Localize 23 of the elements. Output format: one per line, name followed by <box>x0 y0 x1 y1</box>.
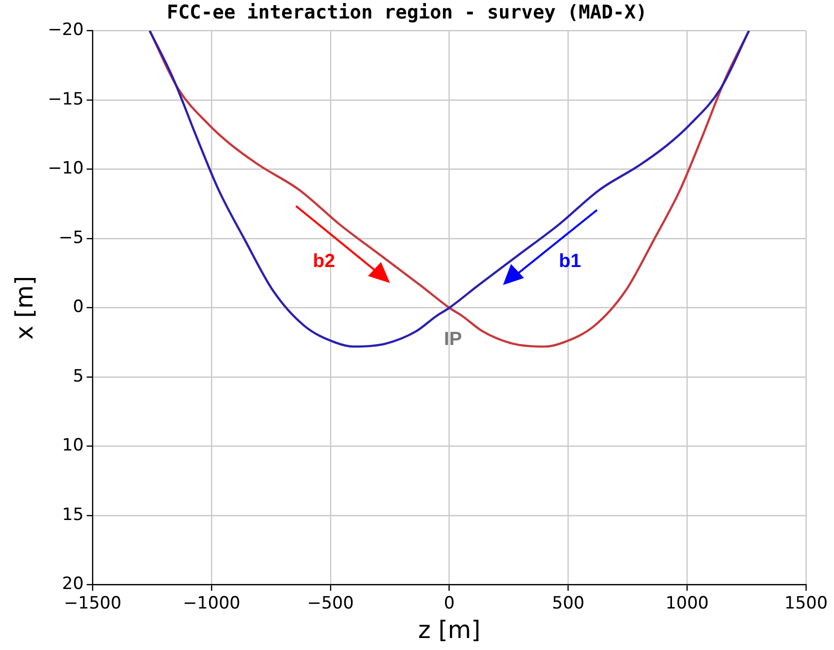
y-tick-label: −20 <box>48 20 84 40</box>
x-tick-label: −1000 <box>182 593 240 614</box>
y-axis-title: x [m] <box>10 276 39 340</box>
x-axis-title: z [m] <box>418 616 481 644</box>
y-tick-label: −10 <box>48 158 84 179</box>
annotation: IP <box>444 329 462 350</box>
line-series <box>148 30 750 348</box>
x-tick-label: −500 <box>307 593 354 614</box>
annotation: b2 <box>312 251 336 272</box>
chart-title: FCC-ee interaction region - survey (MAD-X) <box>166 1 648 24</box>
y-tick-label: 10 <box>62 436 84 456</box>
y-tick-label: 0 <box>72 297 84 318</box>
y-tick-label: 15 <box>62 504 84 525</box>
y-tick-label: 20 <box>62 574 84 594</box>
x-tick-label: −1500 <box>64 593 122 614</box>
y-tick-label: −15 <box>48 89 84 110</box>
x-tick-label: 0 <box>444 593 455 614</box>
x-tick-label: 1000 <box>665 593 709 614</box>
annotation: b1 <box>558 251 582 272</box>
y-tick-label: −5 <box>58 228 84 248</box>
x-tick-label: 1500 <box>784 593 828 614</box>
x-tick-label: 500 <box>552 593 584 614</box>
y-tick-label: 5 <box>72 366 84 386</box>
